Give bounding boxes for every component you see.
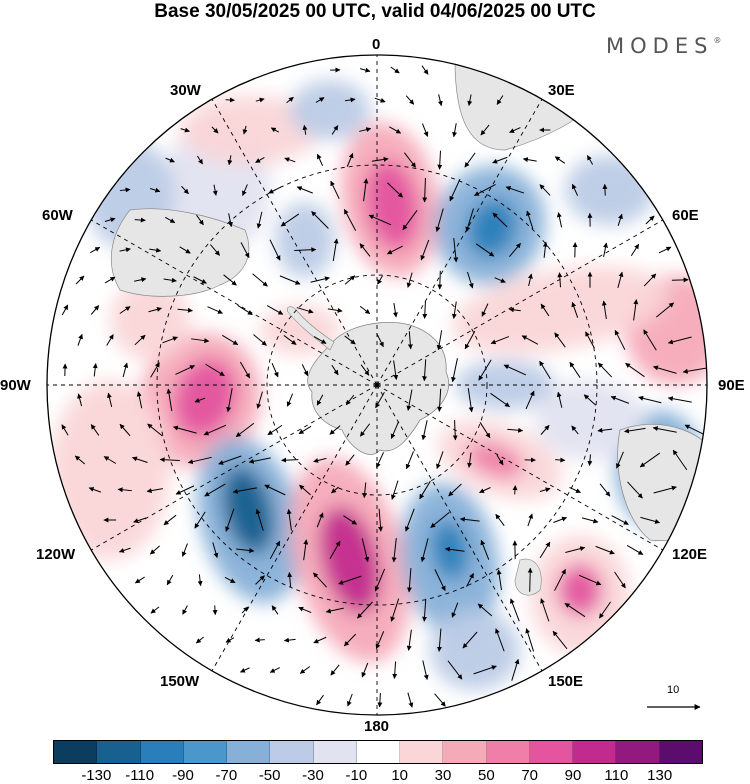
meridian-label-90e: 90E: [718, 377, 745, 394]
colorbar-tick-label: 50: [478, 767, 495, 784]
reference-vector-label: 10: [667, 684, 679, 696]
colorbar-tick-label: 90: [565, 767, 582, 784]
colorbar-box-12: [573, 741, 616, 763]
south-pole-marker: [375, 383, 380, 388]
colorbar-box-8: [400, 741, 443, 763]
colorbar-tick-label: 110: [604, 767, 628, 784]
meridian-label-150w: 150W: [160, 673, 199, 690]
wind-vector: [672, 280, 688, 281]
wind-vector: [530, 568, 531, 592]
meridian-label-60w: 60W: [42, 207, 73, 224]
colorbar-tick-label: -70: [215, 767, 237, 784]
wind-vector: [555, 460, 565, 461]
wind-vector: [515, 486, 516, 495]
colorbar-box-14: [660, 741, 702, 763]
colorbar-box-7: [357, 741, 400, 763]
colorbar-tick-label: -90: [172, 767, 194, 784]
colorbar-tick-label: -110: [125, 767, 154, 784]
meridian-label-60e: 60E: [672, 207, 699, 224]
meridian-label-30w: 30W: [170, 82, 201, 99]
colorbar-box-11: [530, 741, 573, 763]
wind-vector: [440, 271, 441, 289]
anomaly-blob: [430, 610, 520, 690]
colorbar-box-4: [227, 741, 270, 763]
anomaly-blob: [50, 380, 170, 560]
colorbar-box-1: [97, 741, 140, 763]
colorbar-tick-labels: -130 -110 -90 -70 -50 -30 -10 10 30 50 70 90 110 130: [0, 767, 750, 783]
colorbar-box-2: [141, 741, 184, 763]
wind-vector: [282, 460, 299, 461]
wind-vector: [226, 100, 235, 101]
colorbar-tick-label: 70: [521, 767, 538, 784]
wind-vector: [605, 184, 606, 195]
colorbar-tick-label: -130: [81, 767, 111, 784]
meridian-label-30e: 30E: [548, 82, 575, 99]
colorbar-tick-label: 130: [647, 767, 672, 784]
colorbar: [53, 740, 703, 764]
meridian-label-120w: 120W: [36, 546, 75, 563]
anomaly-blob: [290, 80, 370, 140]
meridian-label-120e: 120E: [672, 546, 707, 563]
colorbar-box-9: [443, 741, 486, 763]
colorbar-box-6: [314, 741, 357, 763]
anomaly-blob: [565, 155, 655, 225]
colorbar-tick-label: -50: [259, 767, 281, 784]
meridian-label-150e: 150E: [548, 673, 583, 690]
colorbar-tick-label: -30: [302, 767, 324, 784]
colorbar-box-5: [270, 741, 313, 763]
colorbar-tick-label: 30: [435, 767, 452, 784]
anomaly-blob: [275, 202, 335, 278]
colorbar-box-0: [54, 741, 97, 763]
meridian-label-0: 0: [372, 36, 380, 53]
meridian-label-180: 180: [364, 718, 389, 735]
colorbar-tick-label: 10: [391, 767, 408, 784]
colorbar-box-13: [616, 741, 659, 763]
colorbar-tick-label: -10: [345, 767, 367, 784]
wind-vector: [215, 605, 216, 614]
meridian-label-90w: 90W: [0, 377, 31, 394]
colorbar-box-10: [487, 741, 530, 763]
colorbar-box-3: [184, 741, 227, 763]
